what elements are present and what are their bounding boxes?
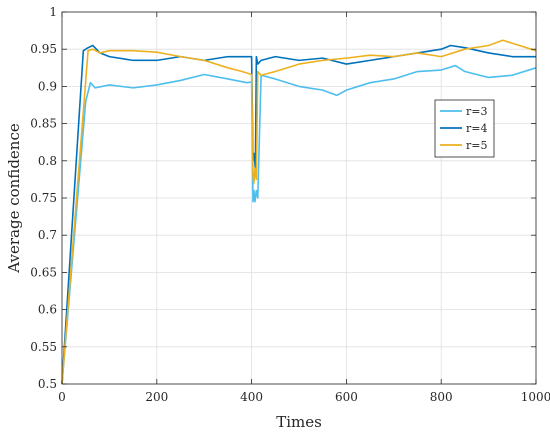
ticks — [61, 11, 537, 385]
y-tick-label: 0.9 — [38, 79, 57, 93]
x-axis-title: Times — [276, 413, 322, 431]
y-tick-label: 0.75 — [30, 191, 57, 205]
y-tick-label: 0.55 — [30, 340, 57, 354]
y-tick-label: 0.8 — [38, 154, 57, 168]
x-tick-label: 0 — [58, 390, 66, 404]
legend: r=3 r=4 r=5 — [434, 99, 495, 158]
legend-label-2: r=5 — [466, 139, 487, 152]
y-tick-label: 0.85 — [30, 117, 57, 131]
y-tick-label: 1 — [49, 5, 57, 19]
y-tick-label: 0.5 — [38, 377, 57, 391]
y-tick-label: 0.7 — [38, 228, 57, 242]
x-tick-label: 600 — [335, 390, 358, 404]
x-tick-label: 800 — [430, 390, 453, 404]
x-tick-label: 400 — [240, 390, 263, 404]
series-line-1 — [61, 44, 536, 385]
series-layer — [61, 39, 537, 385]
y-axis-title: Average confidence — [5, 123, 23, 274]
legend-label-1: r=4 — [466, 122, 487, 135]
y-tick-label: 0.6 — [38, 303, 57, 317]
legend-label-0: r=3 — [466, 105, 487, 118]
tick-labels: 0 200 400 600 800 1000 0.5 0.55 0.6 0.65 0.7 0.75 0.… — [30, 5, 550, 404]
series-line-0 — [61, 64, 537, 385]
x-tick-label: 200 — [145, 390, 168, 404]
series-line-2 — [61, 39, 537, 385]
x-tick-label: 1000 — [521, 390, 550, 404]
y-tick-label: 0.65 — [30, 265, 57, 279]
y-tick-label: 0.95 — [30, 42, 57, 56]
